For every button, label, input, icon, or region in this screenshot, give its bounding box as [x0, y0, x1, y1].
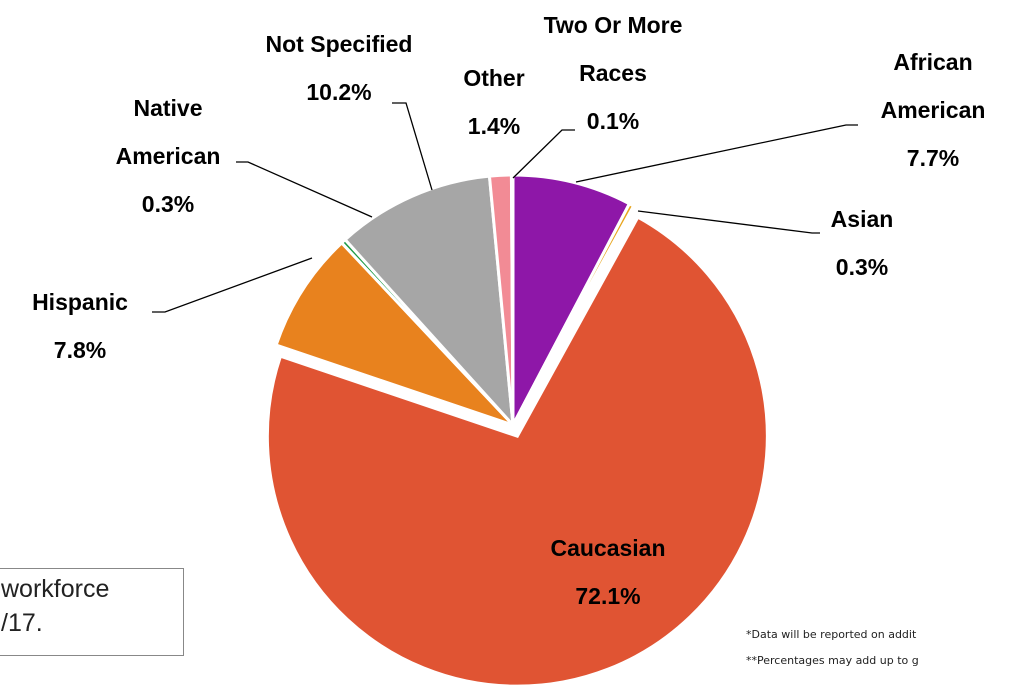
slice-value-5: 10.2%: [306, 79, 371, 105]
pie-slice-african-american: [511, 173, 632, 426]
pie-slice-two-or-more-races: [509, 173, 515, 426]
leader-line-1: [637, 210, 820, 234]
leader-line-5: [392, 102, 433, 191]
caption-line-1: workforce: [1, 575, 110, 603]
pie-slice-caucasian: [265, 215, 769, 688]
slice-value-1: 0.3%: [836, 254, 888, 280]
slice-value-0: 7.7%: [907, 145, 959, 171]
slice-label-2-0: Caucasian: [550, 535, 665, 561]
slice-label-7-1: Races: [579, 60, 647, 86]
pie-slice-not-specified: [343, 174, 515, 430]
slice-value-6: 1.4%: [468, 113, 520, 139]
pie-slices: [265, 173, 769, 688]
slice-label-4-1: American: [116, 143, 221, 169]
leader-lines: [152, 102, 858, 313]
slice-value-7: 0.1%: [587, 108, 639, 134]
caption-line-2: /17.: [1, 609, 43, 637]
slice-value-2: 72.1%: [575, 583, 640, 609]
slice-label-0-1: American: [881, 97, 986, 123]
leader-line-3: [152, 257, 313, 313]
leader-line-4: [236, 161, 373, 218]
slice-label-1-0: Asian: [831, 206, 894, 232]
leader-line-7: [512, 129, 575, 179]
slice-label-4-0: Native: [133, 95, 202, 121]
slice-labels: African American 7.7% Asian 0.3% Caucasian 72.…: [32, 12, 985, 609]
pie-slice-hispanic: [274, 240, 515, 427]
slice-label-5-0: Not Specified: [266, 31, 413, 57]
slice-label-3-0: Hispanic: [32, 289, 128, 315]
slice-label-6-0: Other: [463, 65, 524, 91]
leader-line-0: [575, 124, 858, 183]
footnote-2: **Percentages may add up to g: [746, 654, 919, 667]
slice-label-0-0: African: [893, 49, 972, 75]
slice-value-3: 7.8%: [54, 337, 106, 363]
pie-slice-asian: [511, 201, 636, 426]
slice-value-4: 0.3%: [142, 191, 194, 217]
caption-box: workforce /17.: [0, 568, 184, 656]
slice-label-7-0: Two Or More: [544, 12, 683, 38]
footnote-1: *Data will be reported on addit: [746, 628, 917, 641]
